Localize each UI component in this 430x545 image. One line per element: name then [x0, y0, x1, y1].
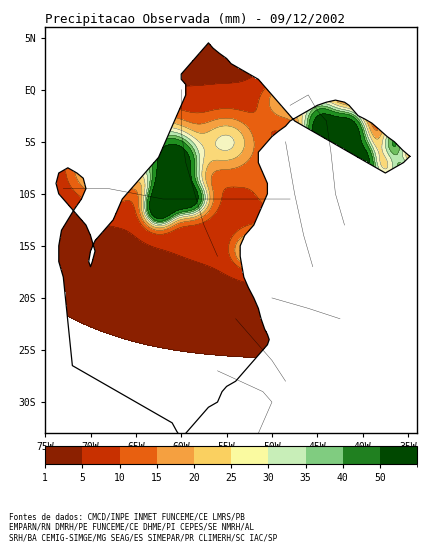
Text: Fontes de dados: CMCD/INPE INMET FUNCEME/CE LMRS/PB
EMPARN/RN DMRH/PE FUNCEME/CE: Fontes de dados: CMCD/INPE INMET FUNCEME…	[9, 512, 277, 542]
Text: Precipitacao Observada (mm) - 09/12/2002: Precipitacao Observada (mm) - 09/12/2002	[45, 13, 345, 26]
